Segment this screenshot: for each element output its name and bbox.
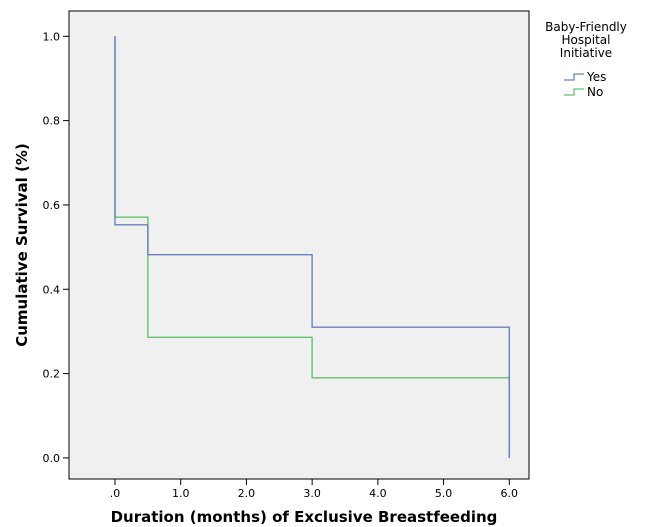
series-line-yes	[114, 36, 510, 458]
x-tick-label: 3.0	[303, 487, 321, 500]
x-axis-title: Duration (months) of Exclusive Breastfee…	[111, 508, 498, 526]
legend-title-line: Initiative	[560, 46, 612, 60]
y-tick-label: 0.0	[43, 452, 61, 465]
y-tick-label: 0.8	[43, 115, 61, 128]
legend-swatch	[564, 73, 584, 81]
y-tick-label: 1.0	[43, 30, 61, 43]
legend-title-line: Baby-Friendly	[545, 20, 627, 34]
plot-area	[68, 10, 530, 480]
x-axis: .0 1.0 2.0 3.0 4.0 5.0 6.0	[110, 479, 518, 500]
legend-label: Yes	[586, 70, 606, 84]
x-tick-label: 2.0	[238, 487, 256, 500]
x-tick-label: 5.0	[435, 487, 453, 500]
legend-label: No	[587, 85, 603, 99]
legend-swatch	[564, 88, 584, 96]
series-layer	[114, 36, 510, 458]
legend-title-line: Hospital	[562, 33, 611, 47]
x-tick-label: 6.0	[501, 487, 519, 500]
x-tick-label: 1.0	[172, 487, 190, 500]
x-tick-label: 4.0	[369, 487, 387, 500]
y-axis-title: Cumulative Survival (%)	[13, 143, 31, 347]
y-tick-label: 0.2	[43, 368, 61, 381]
x-tick-label: .0	[110, 487, 121, 500]
y-tick-label: 0.6	[43, 199, 61, 212]
y-tick-label: 0.4	[43, 283, 61, 296]
y-axis: 0.0 0.2 0.4 0.6 0.8 1.0	[43, 30, 69, 465]
series-line-no	[114, 36, 510, 458]
